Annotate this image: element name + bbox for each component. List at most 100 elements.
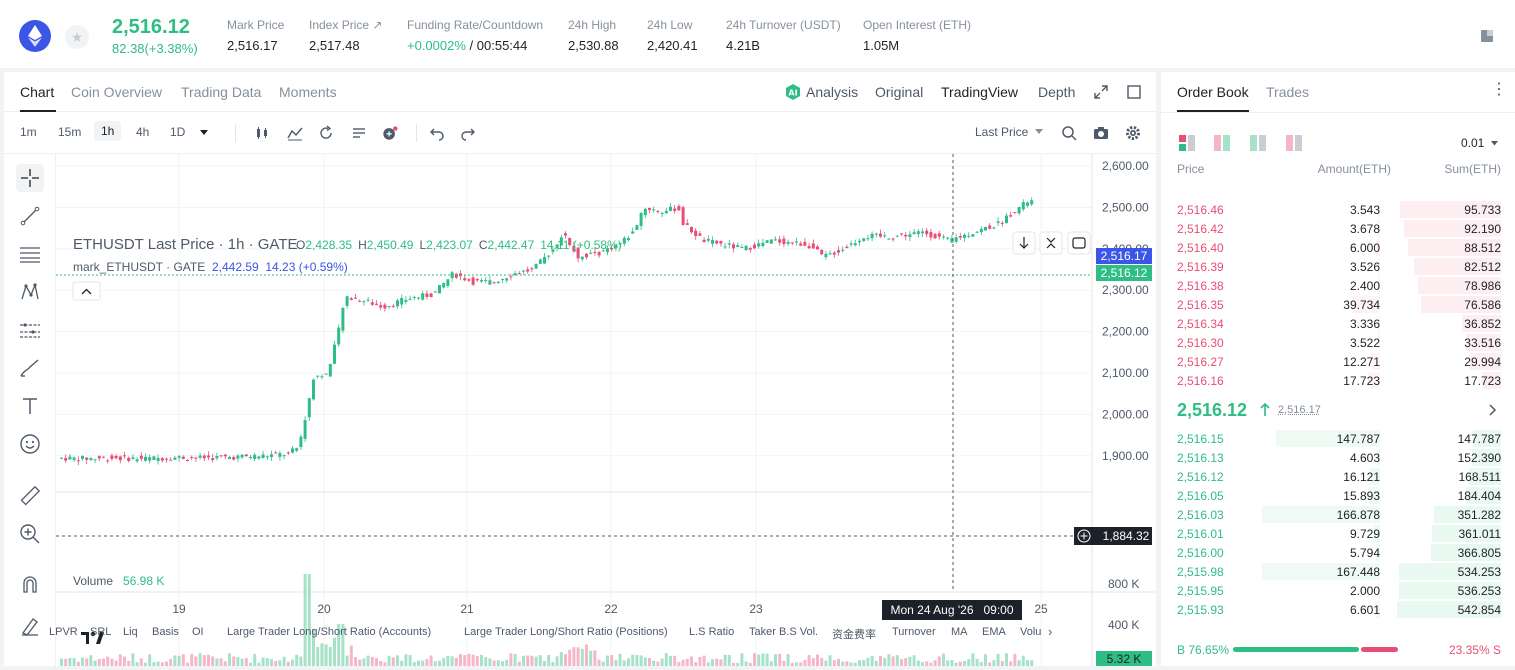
add-alert-icon[interactable] xyxy=(382,125,398,141)
indicator-toggle[interactable]: Turnover xyxy=(892,626,936,638)
redo-icon[interactable] xyxy=(460,125,476,141)
ask-row[interactable]: 2,516.42 3.678 92.190 xyxy=(1161,219,1515,238)
indicator-toggle[interactable]: OI xyxy=(192,626,204,638)
text-tool-icon[interactable] xyxy=(16,392,44,420)
price-chart[interactable]: 2,600.002,500.002,400.002,300.002,200.00… xyxy=(56,154,1156,666)
view-both-alt-icon[interactable] xyxy=(1214,135,1230,151)
tradingview-logo-icon[interactable] xyxy=(74,624,110,652)
ask-row[interactable]: 2,516.27 12.271 29.994 xyxy=(1161,352,1515,371)
add-order-plus-icon[interactable] xyxy=(1077,529,1091,543)
timeframe-4h[interactable]: 4h xyxy=(136,125,150,139)
replay-icon[interactable] xyxy=(318,125,334,141)
volume-bar xyxy=(442,658,446,666)
ask-row[interactable]: 2,516.38 2.400 78.986 xyxy=(1161,276,1515,295)
view-asks-icon[interactable] xyxy=(1286,135,1302,151)
fullscreen-icon[interactable] xyxy=(1094,85,1108,99)
undo-icon[interactable] xyxy=(429,125,445,141)
bid-row[interactable]: 2,516.01 9.729 361.011 xyxy=(1161,524,1515,543)
timeframe-dropdown-icon[interactable] xyxy=(199,129,209,137)
bid-row[interactable]: 2,516.15 147.787 147.787 xyxy=(1161,429,1515,448)
price-source-dropdown-icon[interactable] xyxy=(1035,129,1043,135)
brush-tool-icon[interactable] xyxy=(16,354,44,382)
indicators-icon[interactable] xyxy=(287,125,303,141)
ruler-tool-icon[interactable] xyxy=(16,482,44,510)
tab-chart[interactable]: Chart xyxy=(20,84,55,100)
ask-row[interactable]: 2,516.16 17.723 17.723 xyxy=(1161,371,1515,390)
ask-row[interactable]: 2,516.46 3.543 95.733 xyxy=(1161,200,1515,219)
indicator-toggle[interactable]: Liq xyxy=(123,626,138,638)
ai-analysis-icon[interactable]: AI xyxy=(784,83,802,101)
bid-row[interactable]: 2,516.03 166.878 351.282 xyxy=(1161,505,1515,524)
timeframe-1h[interactable]: 1h xyxy=(94,121,122,141)
indicator-toggle[interactable]: Taker B.S Vol. xyxy=(749,626,819,638)
favorite-star-icon[interactable]: ★ xyxy=(65,25,89,49)
fib-tool-icon[interactable] xyxy=(16,240,44,268)
search-icon[interactable] xyxy=(1061,125,1077,141)
candle xyxy=(656,209,660,214)
eraser-tool-icon[interactable] xyxy=(16,612,44,640)
candle xyxy=(417,297,420,300)
precision-select[interactable]: 0.01 xyxy=(1461,136,1485,150)
bid-row[interactable]: 2,515.93 6.601 542.854 xyxy=(1161,600,1515,619)
tab-order-book[interactable]: Order Book xyxy=(1177,84,1249,100)
price-source-select[interactable]: Last Price xyxy=(975,125,1029,139)
tab-coin-overview[interactable]: Coin Overview xyxy=(71,84,163,100)
bid-row[interactable]: 2,515.98 167.448 534.253 xyxy=(1161,562,1515,581)
ask-row[interactable]: 2,516.39 3.526 82.512 xyxy=(1161,257,1515,276)
book-icon[interactable] xyxy=(1480,29,1494,43)
projection-tool-icon[interactable] xyxy=(16,316,44,344)
view-tradingview[interactable]: TradingView xyxy=(941,84,1019,100)
ask-row[interactable]: 2,516.40 6.000 88.512 xyxy=(1161,238,1515,257)
zoom-in-tool-icon[interactable] xyxy=(16,520,44,548)
indicator-toggle[interactable]: Volu xyxy=(1020,626,1042,638)
indicator-scroll-right-icon[interactable]: › xyxy=(1048,624,1053,639)
ask-row[interactable]: 2,516.35 39.734 76.586 xyxy=(1161,295,1515,314)
view-both-icon[interactable] xyxy=(1179,135,1195,151)
indicator-toggle[interactable]: L.S Ratio xyxy=(689,626,735,638)
trend-line-tool-icon[interactable] xyxy=(16,202,44,230)
view-original[interactable]: Original xyxy=(875,84,924,100)
bid-row[interactable]: 2,516.05 15.893 184.404 xyxy=(1161,486,1515,505)
window-icon[interactable] xyxy=(1127,85,1141,99)
pattern-tool-icon[interactable] xyxy=(16,278,44,306)
candle xyxy=(370,299,374,306)
bid-row[interactable]: 2,516.00 5.794 366.805 xyxy=(1161,543,1515,562)
indicator-toggle[interactable]: MA xyxy=(951,626,968,638)
bid-row[interactable]: 2,516.12 16.121 168.511 xyxy=(1161,467,1515,486)
indicator-toggle[interactable]: 资金费率 xyxy=(832,629,876,641)
bid-row[interactable]: 2,515.95 2.000 536.253 xyxy=(1161,581,1515,600)
stat-index-price[interactable]: Index Price ↗ 2,517.48 xyxy=(309,18,383,53)
indicator-toggle[interactable]: SRL xyxy=(90,626,112,638)
candle xyxy=(711,236,714,248)
tab-trading-data[interactable]: Trading Data xyxy=(181,84,262,100)
bid-row[interactable]: 2,516.13 4.603 152.390 xyxy=(1161,448,1515,467)
emoji-tool-icon[interactable] xyxy=(16,430,44,458)
indicator-toggle[interactable]: EMA xyxy=(982,626,1006,638)
candle-type-icon[interactable] xyxy=(254,125,270,141)
ask-row[interactable]: 2,516.30 3.522 33.516 xyxy=(1161,333,1515,352)
reset-view-icon[interactable] xyxy=(1067,231,1091,255)
timeframe-15m[interactable]: 15m xyxy=(58,125,82,139)
crosshair-tool-icon[interactable] xyxy=(16,164,44,192)
view-analysis[interactable]: Analysis xyxy=(806,84,859,100)
indicator-toggle[interactable]: Large Trader Long/Short Ratio (Positions… xyxy=(464,626,668,638)
tab-trades[interactable]: Trades xyxy=(1266,84,1310,100)
tab-moments[interactable]: Moments xyxy=(279,84,337,100)
more-options-icon[interactable]: ⋮ xyxy=(1491,81,1507,98)
collapse-icon[interactable] xyxy=(1039,231,1063,255)
templates-icon[interactable] xyxy=(351,125,367,141)
indicator-toggle[interactable]: Basis xyxy=(152,626,179,638)
camera-icon[interactable] xyxy=(1093,125,1109,141)
timeframe-1m[interactable]: 1m xyxy=(20,125,37,139)
indicator-toggle[interactable]: Large Trader Long/Short Ratio (Accounts) xyxy=(227,626,432,638)
settings-gear-icon[interactable] xyxy=(1125,125,1141,141)
magnet-tool-icon[interactable] xyxy=(16,570,44,598)
view-depth[interactable]: Depth xyxy=(1038,84,1076,100)
precision-dropdown-icon[interactable] xyxy=(1491,141,1498,146)
timeframe-1d[interactable]: 1D xyxy=(170,125,186,139)
chevron-right-icon[interactable] xyxy=(1489,404,1497,416)
indicator-toggle[interactable]: LPVR xyxy=(49,626,78,638)
view-bids-icon[interactable] xyxy=(1250,135,1266,151)
legend-collapse-button[interactable] xyxy=(72,281,101,301)
ask-row[interactable]: 2,516.34 3.336 36.852 xyxy=(1161,314,1515,333)
